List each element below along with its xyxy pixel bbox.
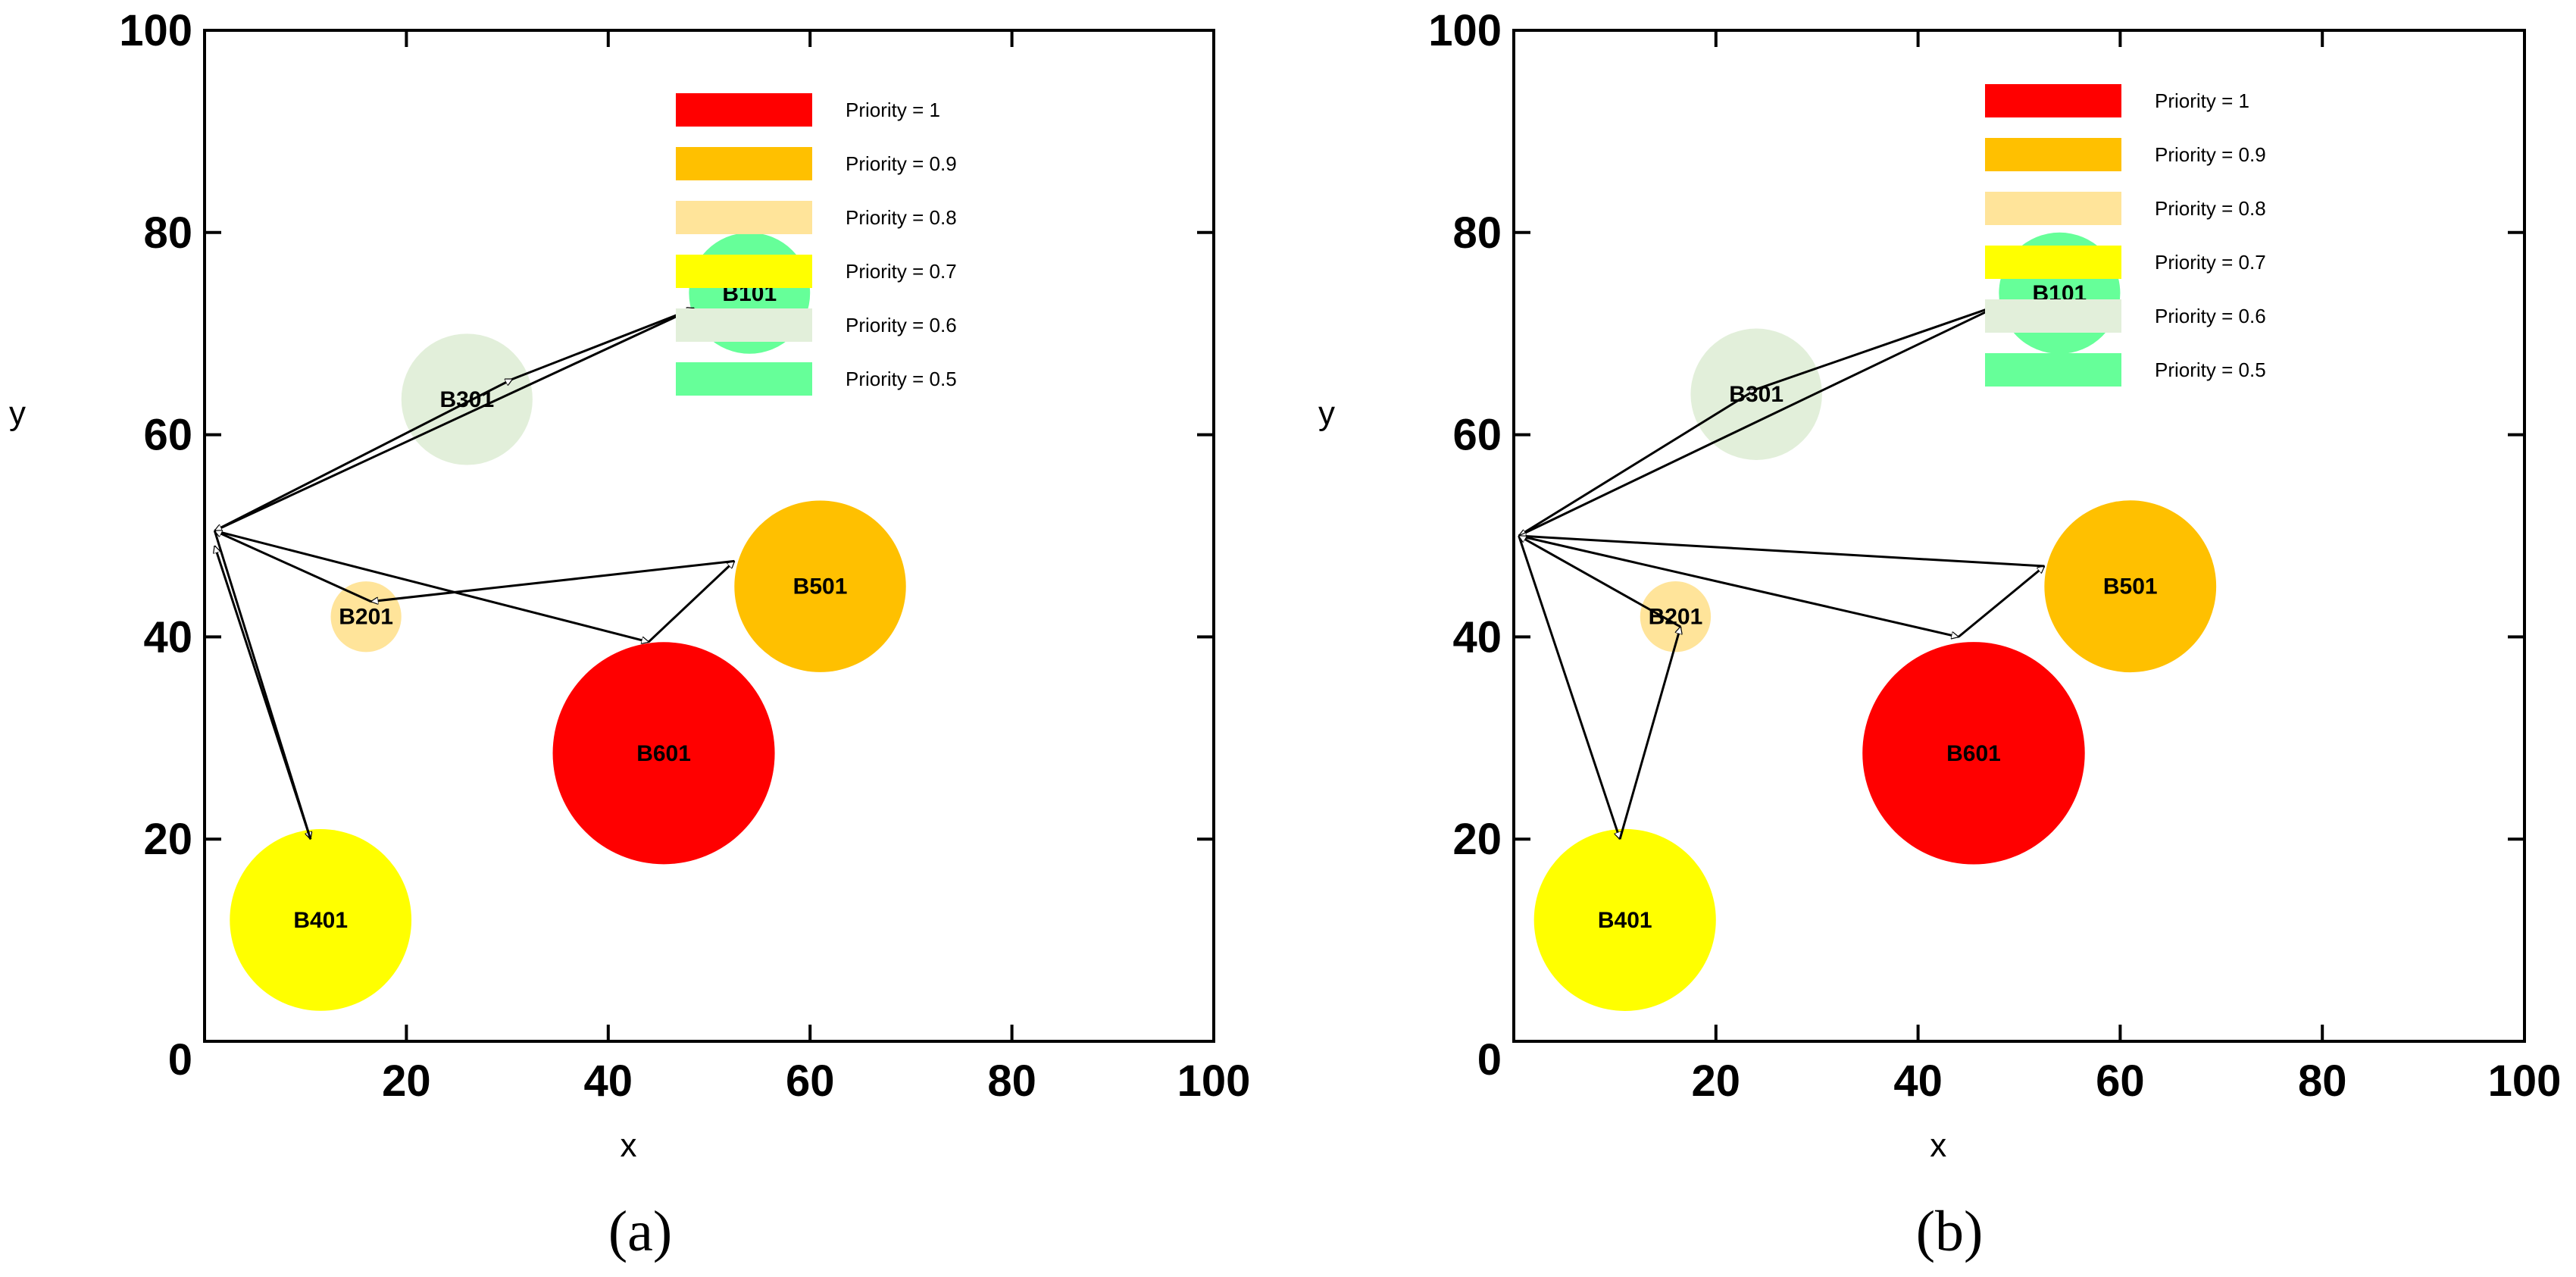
node-label: B601 [1946,741,2001,766]
node-b601-circle [1862,642,2085,865]
legend-label: Priority = 0.8 [846,206,957,229]
y-tick-label: 80 [143,208,192,258]
legend-swatch [676,201,812,234]
route-arrow [1755,303,2004,390]
y-tick-label: 0 [168,1035,192,1085]
route-arrow [214,307,695,532]
route-arrow [214,546,312,840]
route-arrow [214,529,372,603]
node-label: B401 [293,908,348,933]
route-arrow [1519,302,2005,537]
y-tick-label: 0 [1477,1035,1502,1085]
y-axis-label: y [9,395,26,432]
node-b401-circle [1533,828,1716,1011]
panel-label: (b) [1916,1200,1984,1263]
node-label: B501 [793,574,848,599]
legend-swatch [676,362,812,396]
legend-label: Priority = 1 [846,99,940,121]
route-arrow [1958,566,2044,638]
plot-frame [1512,29,2526,1043]
legend-swatch [1985,246,2121,279]
y-axis-label: y [1318,395,1335,432]
legend-swatch [1985,353,2121,387]
y-tick-label: 100 [119,6,192,55]
route-arrow [511,308,694,380]
x-tick-label: 40 [1893,1056,1943,1106]
y-tick-label: 60 [143,411,192,460]
legend-swatch [676,147,812,180]
y-tick-label: 40 [143,612,192,662]
node-label: B301 [439,387,494,412]
node-label: B401 [1598,908,1652,933]
node-b501-circle [734,500,906,672]
legend: Priority = 1 Priority = 0.9 Priority = 0.8… [1985,84,2266,387]
node-label: B301 [1729,382,1784,407]
legend-label: Priority = 0.5 [846,368,957,390]
legend-label: Priority = 0.7 [846,260,957,283]
x-tick-label: 20 [1692,1056,1741,1106]
x-tick-label: 60 [786,1056,835,1106]
legend-label: Priority = 0.5 [2155,358,2266,381]
legend-label: Priority = 1 [2155,89,2249,112]
route-arrow [1518,534,1959,637]
x-tick-label: 100 [2488,1056,2562,1106]
x-tick-label: 100 [1177,1056,1251,1106]
x-tick-label: 40 [584,1056,633,1106]
node-b501-circle [2044,500,2217,673]
y-tick-label: 20 [143,815,192,864]
node-b301-circle [401,333,533,465]
legend-label: Priority = 0.6 [2155,305,2266,327]
route-arrow [371,559,735,601]
route-arrow [1518,388,1756,537]
x-tick-label: 80 [987,1056,1036,1106]
x-axis-label: x [1930,1127,1946,1164]
route-arrow [1618,627,1680,840]
x-tick-label: 60 [2096,1056,2145,1106]
route-arrow [1519,536,2045,568]
panel-label: (a) [608,1200,672,1263]
route-arrow [648,561,734,643]
legend-swatch [676,308,812,342]
node-label: B201 [339,605,393,630]
legend-label: Priority = 0.6 [846,314,957,336]
x-tick-label: 20 [382,1056,431,1106]
legend-swatch [676,255,812,288]
route-arrow [214,377,512,532]
legend-label: Priority = 0.9 [2155,143,2266,166]
route-arrow [1518,535,1620,839]
node-label: B601 [636,741,691,766]
node-label: B201 [1649,605,1703,630]
route-arrow [214,529,649,642]
legend-label: Priority = 0.8 [2155,197,2266,220]
legend-swatch [1985,299,2121,333]
x-axis-label: x [620,1127,636,1164]
legend-swatch [1985,84,2121,117]
node-b401-circle [230,829,412,1011]
legend-label: Priority = 0.7 [2155,251,2266,274]
plot-frame [203,29,1215,1043]
y-tick-label: 60 [1452,411,1502,460]
y-tick-label: 40 [1452,612,1502,662]
legend-swatch [1985,192,2121,225]
y-tick-label: 20 [1452,815,1502,864]
route-arrow [1519,534,1681,628]
legend-swatch [676,93,812,127]
y-tick-label: 100 [1428,6,1502,55]
legend-label: Priority = 0.9 [846,152,957,175]
x-tick-label: 80 [2298,1056,2347,1106]
legend: Priority = 1 Priority = 0.9 Priority = 0.8… [676,93,957,396]
node-b601-circle [552,642,775,865]
y-tick-label: 80 [1452,208,1502,258]
node-b201-circle [1640,581,1712,653]
legend-swatch [1985,138,2121,171]
node-label: B501 [2103,574,2158,599]
